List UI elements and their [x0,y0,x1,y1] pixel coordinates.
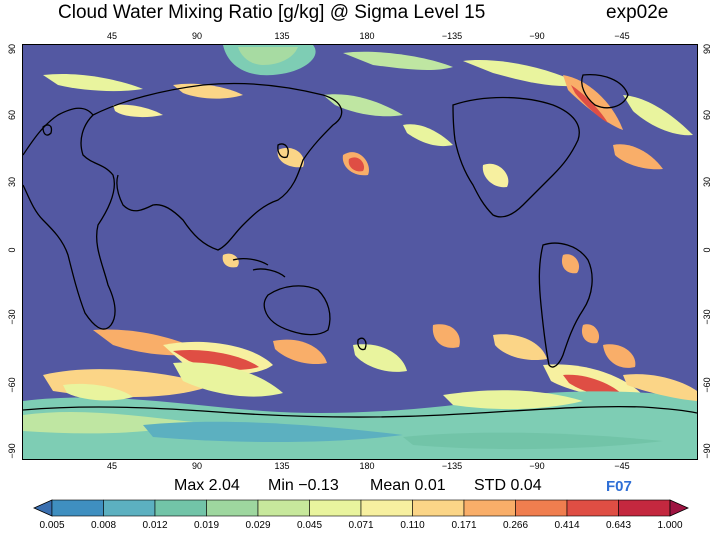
lat-tick-right: −30 [702,309,712,325]
lat-tick-right: −90 [702,443,712,459]
stat-mean: Mean 0.01 [370,477,446,494]
colorbar-segment [257,499,310,517]
coastlines [23,74,697,418]
lat-tick-right: 30 [702,177,712,188]
lat-tick-left: 0 [7,247,17,253]
lat-tick-right: 0 [702,247,712,253]
map-panel [22,44,698,460]
colorbar-label: 1.000 [657,520,683,531]
lon-tick-bottom: 45 [106,461,117,471]
lon-tick-top: 135 [274,31,290,41]
colorbar-label: 0.071 [348,520,374,531]
lat-tick-left: −90 [7,443,17,459]
lon-tick-top: 180 [359,31,375,41]
colorbar-label: 0.110 [400,520,425,531]
lon-tick-bottom: 90 [191,461,202,471]
lat-tick-left: 90 [7,44,17,55]
stat-std: STD 0.04 [474,477,542,494]
lon-tick-top: −90 [529,31,545,41]
colorbar-label: 0.008 [90,520,117,531]
figure-tag: F07 [606,478,632,495]
colorbar-label: 0.643 [605,520,632,531]
colorbar-label: 0.012 [142,520,168,531]
colorbar-segment [515,499,568,517]
colorbar-label: 0.029 [245,520,271,531]
cloud-patches [23,45,697,459]
colorbar-segment [360,499,413,517]
colorbar-segment [154,499,207,517]
colorbar-segment [566,499,619,517]
lat-tick-left: 30 [7,177,17,188]
colorbar-segment [51,499,104,517]
lon-tick-top: 45 [106,31,117,41]
colorbar-segment [463,499,516,517]
colorbar-label: 0.171 [451,520,477,531]
lat-tick-left: −30 [7,309,17,325]
lat-tick-right: 90 [702,44,712,55]
lon-tick-bottom: −45 [614,461,630,471]
stat-min: Min −0.13 [268,477,339,494]
colorbar-min-arrow [33,499,53,517]
lon-tick-bottom: −135 [441,461,463,471]
colorbar-label: 0.019 [193,520,220,531]
colorbar-segment [412,499,465,517]
colorbar-label: 0.266 [502,520,529,531]
lon-tick-bottom: −90 [529,461,545,471]
colorbar-label: 0.045 [296,520,323,531]
stat-max: Max 2.04 [174,477,240,494]
experiment-label: exp02e [606,2,669,23]
lon-tick-top: −45 [614,31,630,41]
lon-tick-top: −135 [441,31,463,41]
lat-tick-right: −60 [702,377,712,393]
colorbar-segment [206,499,259,517]
colorbar-segment [309,499,362,517]
map-field [23,45,697,459]
colorbar [33,499,689,517]
colorbar-segment [103,499,156,517]
colorbar-segment [618,499,671,517]
lat-tick-left: −60 [7,377,17,393]
lat-tick-left: 60 [7,110,17,121]
lon-tick-bottom: 180 [359,461,375,471]
colorbar-max-arrow [669,499,689,517]
lon-tick-bottom: 135 [274,461,290,471]
colorbar-label: 0.005 [39,520,65,531]
lat-tick-right: 60 [702,110,712,121]
chart-title: Cloud Water Mixing Ratio [g/kg] @ Sigma … [58,2,486,23]
colorbar-label: 0.414 [554,520,580,531]
lon-tick-top: 90 [191,31,202,41]
